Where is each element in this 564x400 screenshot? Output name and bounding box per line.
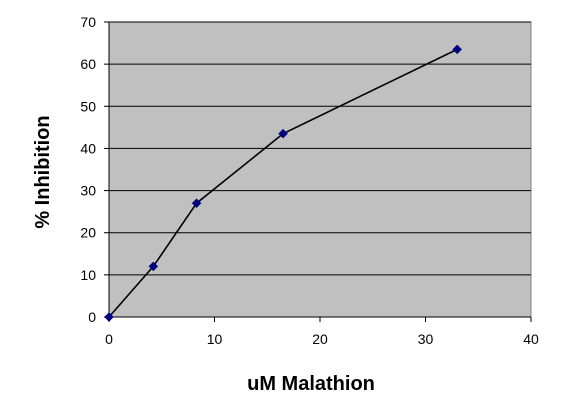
data-point-marker <box>278 128 288 139</box>
data-point-marker <box>452 44 463 55</box>
x-tick-label: 10 <box>207 331 223 347</box>
data-point-marker <box>148 261 159 272</box>
axis-ticks: 0 10 20 30 40 50 60 70 0 10 20 30 40 <box>80 14 539 347</box>
y-tick-label: 0 <box>88 309 96 325</box>
gridlines <box>109 21 531 276</box>
y-tick-label: 20 <box>80 225 96 241</box>
x-tick-label: 40 <box>523 331 539 347</box>
x-tick-label: 0 <box>105 331 113 347</box>
plot-area <box>108 21 532 318</box>
x-axis-title: uM Malathion <box>247 373 375 395</box>
y-axis-title: % Inhibition <box>32 115 54 228</box>
x-tick-label: 20 <box>312 331 328 347</box>
data-point-marker <box>191 198 202 209</box>
y-tick-label: 60 <box>80 56 96 72</box>
x-tick-label: 30 <box>418 331 434 347</box>
y-tick-label: 50 <box>80 98 96 114</box>
data-series <box>104 44 463 322</box>
y-tick-label: 70 <box>80 14 96 30</box>
y-tick-label: 40 <box>80 140 96 156</box>
y-tick-label: 30 <box>80 183 96 199</box>
y-tick-label: 10 <box>80 267 96 283</box>
data-point-marker <box>104 312 114 322</box>
